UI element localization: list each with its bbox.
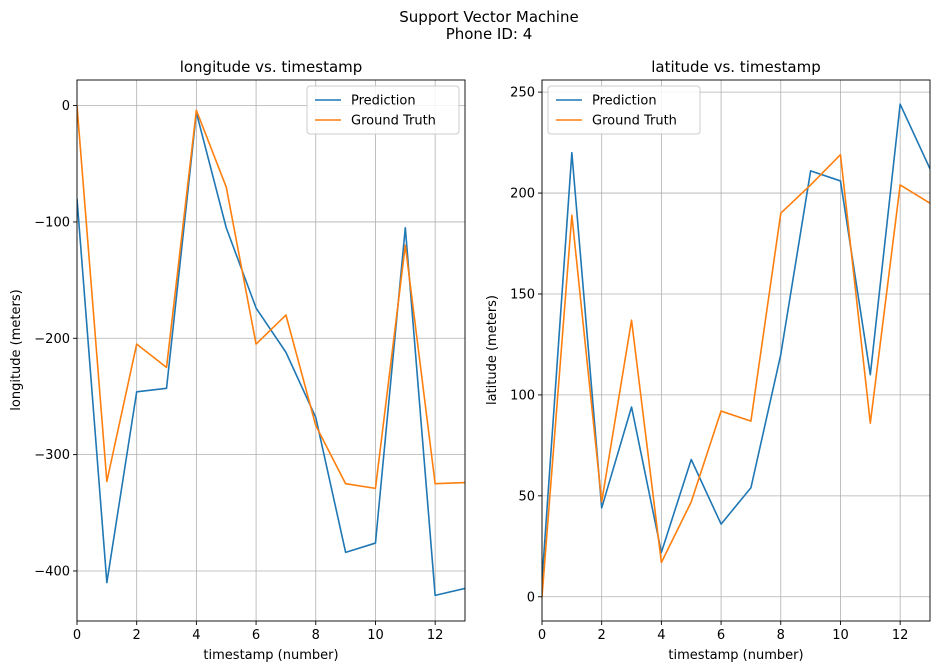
latitude-xtick-label-0: 0	[538, 628, 546, 643]
longitude-legend: Prediction Ground Truth	[306, 85, 460, 135]
longitude-ytick-label-3: −300	[34, 448, 70, 463]
latitude-ytick-label-1: 50	[518, 489, 535, 504]
latitude-chart-xlabel: timestamp (number)	[668, 648, 803, 663]
longitude-xtick-label-5: 10	[367, 628, 384, 643]
longitude-ytick-label-0: 0	[62, 99, 70, 114]
figure-title-line2: Phone ID: 4	[446, 25, 533, 43]
longitude-chart-ylabel: longitude (meters)	[9, 289, 24, 410]
latitude-legend: Prediction Ground Truth	[547, 85, 701, 135]
latitude-xtick-label-4: 8	[777, 628, 785, 643]
longitude-legend-box	[306, 85, 460, 135]
latitude-xtick-label-2: 4	[657, 628, 665, 643]
latitude-chart: latitude vs. timestamp timestamp (number…	[485, 58, 931, 663]
longitude-xtick-label-1: 2	[133, 628, 141, 643]
latitude-chart-ylabel: latitude (meters)	[485, 295, 500, 405]
longitude-ground-truth-line	[77, 105, 465, 490]
latitude-ytick-label-3: 150	[510, 287, 535, 302]
longitude-legend-ground-truth-label: Ground Truth	[351, 114, 436, 129]
figure-title-line1: Support Vector Machine	[399, 8, 578, 26]
longitude-xtick-label-0: 0	[73, 628, 81, 643]
latitude-legend-box	[547, 85, 701, 135]
longitude-chart: longitude vs. timestamp timestamp (numbe…	[9, 58, 466, 663]
latitude-legend-prediction-label: Prediction	[592, 94, 657, 109]
longitude-chart-xlabel: timestamp (number)	[203, 648, 338, 663]
latitude-xtick-label-5: 10	[832, 628, 849, 643]
latitude-xtick-label-6: 12	[892, 628, 909, 643]
latitude-ground-truth-line	[542, 153, 930, 597]
longitude-chart-title: longitude vs. timestamp	[180, 58, 363, 76]
latitude-ytick-label-2: 100	[510, 388, 535, 403]
latitude-legend-ground-truth-label: Ground Truth	[592, 114, 677, 129]
latitude-ytick-label-0: 0	[527, 590, 535, 605]
longitude-ytick-label-4: −400	[34, 564, 70, 579]
longitude-xtick-label-6: 12	[427, 628, 444, 643]
longitude-xtick-label-2: 4	[192, 628, 200, 643]
latitude-chart-title: latitude vs. timestamp	[651, 58, 820, 76]
latitude-xtick-label-3: 6	[717, 628, 725, 643]
latitude-xtick-label-1: 2	[598, 628, 606, 643]
longitude-legend-prediction-label: Prediction	[351, 94, 416, 109]
longitude-xtick-label-4: 8	[312, 628, 320, 643]
longitude-ytick-label-2: −200	[34, 332, 70, 347]
longitude-xtick-label-3: 6	[252, 628, 260, 643]
latitude-ytick-label-4: 200	[510, 187, 535, 202]
longitude-ytick-label-1: −100	[34, 215, 70, 230]
latitude-axes-frame	[541, 79, 931, 622]
latitude-ytick-label-5: 250	[510, 86, 535, 101]
longitude-axes-frame	[76, 79, 466, 622]
latitude-prediction-line	[542, 103, 930, 581]
